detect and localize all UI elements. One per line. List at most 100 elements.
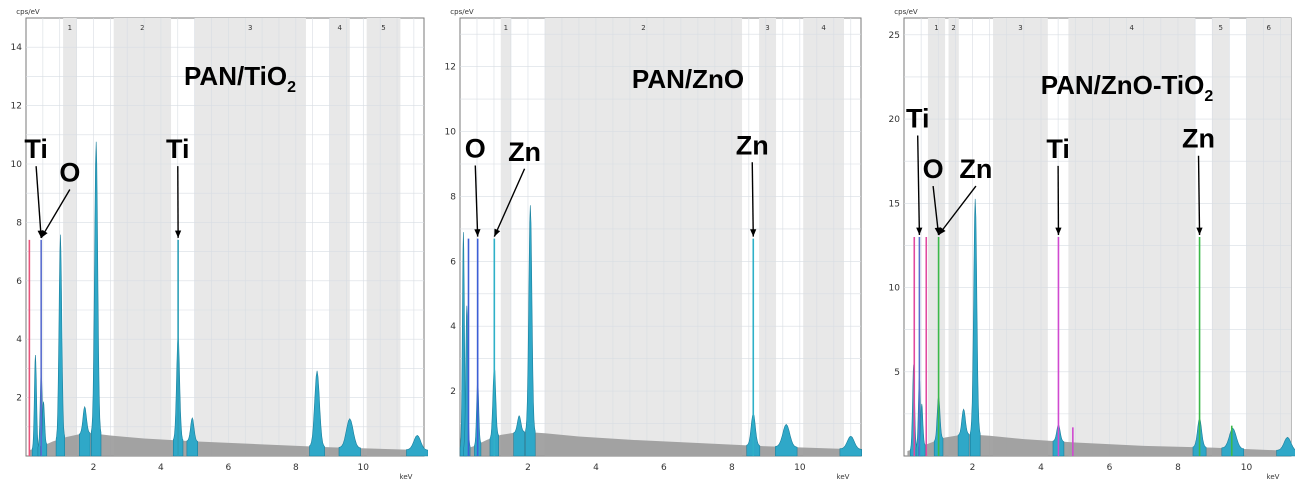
region-band xyxy=(993,18,1048,456)
y-axis-label: cps/eV xyxy=(450,8,474,16)
x-tick-label: 2 xyxy=(91,463,97,473)
arrow-shaft xyxy=(1197,155,1201,236)
x-tick-label: 10 xyxy=(794,463,806,473)
y-tick-label: 8 xyxy=(450,192,456,202)
spectrum-peak xyxy=(309,370,325,457)
y-tick-label: 8 xyxy=(16,218,22,228)
region-band xyxy=(194,18,306,456)
region-label: 2 xyxy=(140,24,144,32)
y-tick-label: 6 xyxy=(450,257,456,267)
region-band xyxy=(63,18,77,456)
chart-title-text: PAN/TiO xyxy=(184,61,287,91)
y-axis-label: cps/eV xyxy=(894,8,918,16)
region-label: 1 xyxy=(504,24,508,32)
spectrum-peak xyxy=(839,435,863,457)
chart-title-subscript: 2 xyxy=(287,79,296,96)
x-tick-label: 8 xyxy=(1175,463,1181,473)
x-tick-label: 6 xyxy=(1107,463,1113,473)
region-label: 4 xyxy=(1130,24,1135,32)
chart-title: PAN/TiO2 xyxy=(184,61,296,96)
element-label: Ti xyxy=(906,104,930,134)
x-tick-label: 6 xyxy=(661,463,667,473)
region-band xyxy=(948,18,959,456)
arrow-head xyxy=(174,230,182,238)
y-tick-label: 2 xyxy=(16,394,22,404)
spectrum-peak xyxy=(1221,427,1245,457)
x-tick-label: 10 xyxy=(358,463,370,473)
spectrum-peak xyxy=(513,415,525,457)
chart-title-subscript: 2 xyxy=(1204,88,1213,105)
arrow-shaft xyxy=(938,185,977,236)
region-band xyxy=(113,18,172,456)
eds-panel-zno-tio2: 1 2 3 4 5 6 cps/eV 2 4 6 8 10 5 10 15 20 25 keV Ti O Zn Ti Zn P… xyxy=(877,0,1295,482)
spectrum-peak xyxy=(969,198,981,457)
arrow-head xyxy=(41,229,48,238)
background-continuum xyxy=(29,432,424,456)
region-label: 2 xyxy=(951,24,955,32)
arrow-shaft xyxy=(932,185,940,236)
y-tick-label: 15 xyxy=(889,199,900,209)
element-label: Ti xyxy=(1046,134,1070,164)
x-tick-label: 4 xyxy=(158,463,164,473)
element-label: O xyxy=(923,154,944,184)
x-tick-label: 2 xyxy=(970,463,976,473)
spectrum-peak xyxy=(406,435,428,457)
y-tick-label: 4 xyxy=(450,322,456,332)
region-band xyxy=(500,18,511,456)
y-tick-label: 12 xyxy=(11,102,22,112)
arrow-shaft xyxy=(40,189,71,239)
region-label: 1 xyxy=(68,24,72,32)
arrow-shaft xyxy=(474,165,479,237)
background-continuum xyxy=(463,431,861,456)
region-label: 5 xyxy=(1219,24,1223,32)
x-axis-label: keV xyxy=(837,473,850,481)
arrow-head xyxy=(1055,227,1062,235)
x-tick-label: 8 xyxy=(293,463,299,473)
spectrum-peak xyxy=(55,234,66,457)
region-band xyxy=(803,18,845,456)
region-label: 6 xyxy=(1267,24,1272,32)
y-tick-label: 4 xyxy=(16,335,22,345)
region-band xyxy=(1068,18,1196,456)
element-label: O xyxy=(59,158,80,188)
y-tick-label: 10 xyxy=(11,160,23,170)
region-label: 3 xyxy=(765,24,769,32)
element-label: Ti xyxy=(24,134,48,164)
y-tick-label: 20 xyxy=(889,115,901,125)
element-label: Zn xyxy=(1182,124,1215,154)
element-label: O xyxy=(465,134,486,164)
eds-panel-tio2: 1 2 3 4 5 cps/eV 2 4 6 8 10 2 4 6 8 10 12 14 keV Ti O Ti PAN/T… xyxy=(0,0,428,482)
x-tick-label: 10 xyxy=(1241,463,1253,473)
element-label: Zn xyxy=(736,130,769,160)
arrow-head xyxy=(494,228,501,237)
spectrum-peak xyxy=(1276,436,1295,457)
arrow-head xyxy=(474,229,481,237)
y-axis-label: cps/eV xyxy=(16,8,40,16)
y-tick-label: 12 xyxy=(445,63,456,73)
arrow-head xyxy=(938,227,946,235)
chart-title: PAN/ZnO xyxy=(632,64,744,94)
region-band xyxy=(366,18,401,456)
element-label: Zn xyxy=(508,137,541,167)
y-tick-label: 5 xyxy=(894,368,900,378)
x-axis-label: keV xyxy=(400,473,413,481)
arrow-shaft xyxy=(493,168,526,237)
region-band xyxy=(927,18,946,456)
region-label: 1 xyxy=(934,24,938,32)
region-band xyxy=(1212,18,1230,456)
chart-title: PAN/ZnO-TiO2 xyxy=(1041,70,1214,105)
spectrum-peak xyxy=(90,141,102,457)
spectrum-peak xyxy=(775,423,798,457)
x-tick-label: 6 xyxy=(226,463,232,473)
element-label: Zn xyxy=(959,154,992,184)
arrow-head xyxy=(934,227,941,235)
region-label: 5 xyxy=(381,24,385,32)
region-band xyxy=(544,18,743,456)
eds-chart-zno-tio2: 1 2 3 4 5 6 cps/eV 2 4 6 8 10 5 10 15 20 25 keV Ti O Zn Ti Zn P… xyxy=(889,8,1295,481)
region-label: 4 xyxy=(337,24,342,32)
region-label: 3 xyxy=(1018,24,1022,32)
x-tick-label: 8 xyxy=(729,463,735,473)
spectrum-peak xyxy=(186,417,199,457)
y-tick-label: 2 xyxy=(450,387,456,397)
